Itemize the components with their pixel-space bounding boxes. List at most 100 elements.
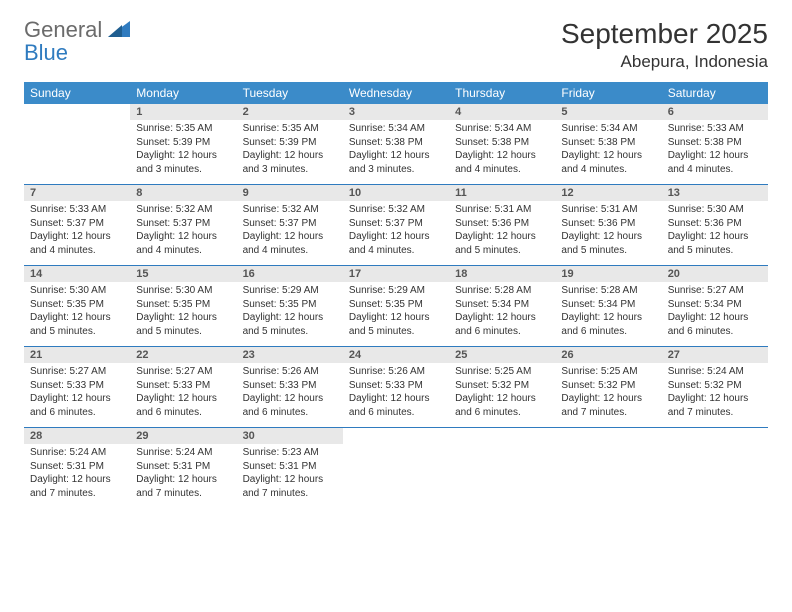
sunset-text: Sunset: 5:38 PM — [349, 136, 443, 150]
logo-text: General Blue — [24, 18, 130, 64]
day-body: Sunrise: 5:30 AMSunset: 5:36 PMDaylight:… — [662, 201, 768, 265]
day-number: 8 — [130, 185, 236, 201]
day-body: Sunrise: 5:24 AMSunset: 5:31 PMDaylight:… — [130, 444, 236, 508]
calendar-cell: 2Sunrise: 5:35 AMSunset: 5:39 PMDaylight… — [237, 104, 343, 185]
calendar-cell: 18Sunrise: 5:28 AMSunset: 5:34 PMDayligh… — [449, 266, 555, 347]
daylight-text: Daylight: 12 hours and 4 minutes. — [561, 149, 655, 176]
calendar-cell: 5Sunrise: 5:34 AMSunset: 5:38 PMDaylight… — [555, 104, 661, 185]
day-number: 19 — [555, 266, 661, 282]
day-body: Sunrise: 5:33 AMSunset: 5:37 PMDaylight:… — [24, 201, 130, 265]
sunset-text: Sunset: 5:39 PM — [243, 136, 337, 150]
sunrise-text: Sunrise: 5:28 AM — [455, 284, 549, 298]
day-body: Sunrise: 5:34 AMSunset: 5:38 PMDaylight:… — [343, 120, 449, 184]
sunrise-text: Sunrise: 5:24 AM — [30, 446, 124, 460]
sunset-text: Sunset: 5:33 PM — [136, 379, 230, 393]
sunrise-text: Sunrise: 5:29 AM — [243, 284, 337, 298]
day-body: Sunrise: 5:32 AMSunset: 5:37 PMDaylight:… — [343, 201, 449, 265]
day-number: 18 — [449, 266, 555, 282]
day-body: Sunrise: 5:31 AMSunset: 5:36 PMDaylight:… — [449, 201, 555, 265]
calendar-cell — [662, 428, 768, 509]
calendar-cell: 23Sunrise: 5:26 AMSunset: 5:33 PMDayligh… — [237, 347, 343, 428]
day-number: 11 — [449, 185, 555, 201]
calendar-cell: 14Sunrise: 5:30 AMSunset: 5:35 PMDayligh… — [24, 266, 130, 347]
day-body: Sunrise: 5:27 AMSunset: 5:33 PMDaylight:… — [24, 363, 130, 427]
sunset-text: Sunset: 5:31 PM — [30, 460, 124, 474]
calendar-cell: 3Sunrise: 5:34 AMSunset: 5:38 PMDaylight… — [343, 104, 449, 185]
sunset-text: Sunset: 5:32 PM — [561, 379, 655, 393]
daylight-text: Daylight: 12 hours and 6 minutes. — [30, 392, 124, 419]
day-number: 30 — [237, 428, 343, 444]
calendar-cell: 13Sunrise: 5:30 AMSunset: 5:36 PMDayligh… — [662, 185, 768, 266]
sunrise-text: Sunrise: 5:33 AM — [30, 203, 124, 217]
day-number: 25 — [449, 347, 555, 363]
sunrise-text: Sunrise: 5:27 AM — [136, 365, 230, 379]
logo-triangle-icon — [108, 19, 130, 37]
weekday-header: Friday — [555, 82, 661, 104]
calendar-week-row: 1Sunrise: 5:35 AMSunset: 5:39 PMDaylight… — [24, 104, 768, 185]
daylight-text: Daylight: 12 hours and 5 minutes. — [136, 311, 230, 338]
day-number: 5 — [555, 104, 661, 120]
sunset-text: Sunset: 5:35 PM — [349, 298, 443, 312]
sunset-text: Sunset: 5:38 PM — [668, 136, 762, 150]
calendar-cell: 12Sunrise: 5:31 AMSunset: 5:36 PMDayligh… — [555, 185, 661, 266]
sunset-text: Sunset: 5:32 PM — [668, 379, 762, 393]
sunset-text: Sunset: 5:38 PM — [561, 136, 655, 150]
sunrise-text: Sunrise: 5:30 AM — [136, 284, 230, 298]
sunset-text: Sunset: 5:36 PM — [668, 217, 762, 231]
sunrise-text: Sunrise: 5:34 AM — [349, 122, 443, 136]
sunset-text: Sunset: 5:37 PM — [30, 217, 124, 231]
sunrise-text: Sunrise: 5:27 AM — [30, 365, 124, 379]
sunset-text: Sunset: 5:32 PM — [455, 379, 549, 393]
calendar-cell: 24Sunrise: 5:26 AMSunset: 5:33 PMDayligh… — [343, 347, 449, 428]
sunrise-text: Sunrise: 5:31 AM — [455, 203, 549, 217]
daylight-text: Daylight: 12 hours and 5 minutes. — [243, 311, 337, 338]
day-number: 2 — [237, 104, 343, 120]
daylight-text: Daylight: 12 hours and 7 minutes. — [136, 473, 230, 500]
sunrise-text: Sunrise: 5:26 AM — [243, 365, 337, 379]
day-number: 13 — [662, 185, 768, 201]
daylight-text: Daylight: 12 hours and 5 minutes. — [668, 230, 762, 257]
daylight-text: Daylight: 12 hours and 4 minutes. — [349, 230, 443, 257]
sunset-text: Sunset: 5:36 PM — [455, 217, 549, 231]
daylight-text: Daylight: 12 hours and 7 minutes. — [243, 473, 337, 500]
calendar-cell: 26Sunrise: 5:25 AMSunset: 5:32 PMDayligh… — [555, 347, 661, 428]
weekday-header-row: Sunday Monday Tuesday Wednesday Thursday… — [24, 82, 768, 104]
calendar-cell — [449, 428, 555, 509]
daylight-text: Daylight: 12 hours and 7 minutes. — [668, 392, 762, 419]
sunset-text: Sunset: 5:34 PM — [561, 298, 655, 312]
weekday-header: Wednesday — [343, 82, 449, 104]
day-body: Sunrise: 5:34 AMSunset: 5:38 PMDaylight:… — [555, 120, 661, 184]
day-body: Sunrise: 5:26 AMSunset: 5:33 PMDaylight:… — [343, 363, 449, 427]
daylight-text: Daylight: 12 hours and 5 minutes. — [30, 311, 124, 338]
day-body: Sunrise: 5:25 AMSunset: 5:32 PMDaylight:… — [555, 363, 661, 427]
sunset-text: Sunset: 5:38 PM — [455, 136, 549, 150]
day-number: 12 — [555, 185, 661, 201]
day-body: Sunrise: 5:26 AMSunset: 5:33 PMDaylight:… — [237, 363, 343, 427]
calendar-week-row: 7Sunrise: 5:33 AMSunset: 5:37 PMDaylight… — [24, 185, 768, 266]
sunrise-text: Sunrise: 5:29 AM — [349, 284, 443, 298]
sunset-text: Sunset: 5:34 PM — [455, 298, 549, 312]
calendar-cell: 6Sunrise: 5:33 AMSunset: 5:38 PMDaylight… — [662, 104, 768, 185]
location-label: Abepura, Indonesia — [561, 52, 768, 72]
daylight-text: Daylight: 12 hours and 7 minutes. — [561, 392, 655, 419]
sunrise-text: Sunrise: 5:24 AM — [136, 446, 230, 460]
calendar-cell — [555, 428, 661, 509]
day-body: Sunrise: 5:29 AMSunset: 5:35 PMDaylight:… — [343, 282, 449, 346]
sunset-text: Sunset: 5:36 PM — [561, 217, 655, 231]
sunset-text: Sunset: 5:37 PM — [136, 217, 230, 231]
daylight-text: Daylight: 12 hours and 5 minutes. — [561, 230, 655, 257]
calendar-cell: 15Sunrise: 5:30 AMSunset: 5:35 PMDayligh… — [130, 266, 236, 347]
weekday-header: Sunday — [24, 82, 130, 104]
calendar-cell: 9Sunrise: 5:32 AMSunset: 5:37 PMDaylight… — [237, 185, 343, 266]
sunrise-text: Sunrise: 5:30 AM — [30, 284, 124, 298]
day-number: 20 — [662, 266, 768, 282]
calendar-cell: 4Sunrise: 5:34 AMSunset: 5:38 PMDaylight… — [449, 104, 555, 185]
daylight-text: Daylight: 12 hours and 4 minutes. — [136, 230, 230, 257]
calendar-cell: 29Sunrise: 5:24 AMSunset: 5:31 PMDayligh… — [130, 428, 236, 509]
day-number: 26 — [555, 347, 661, 363]
day-body: Sunrise: 5:33 AMSunset: 5:38 PMDaylight:… — [662, 120, 768, 184]
calendar-cell: 28Sunrise: 5:24 AMSunset: 5:31 PMDayligh… — [24, 428, 130, 509]
day-number: 22 — [130, 347, 236, 363]
calendar-week-row: 21Sunrise: 5:27 AMSunset: 5:33 PMDayligh… — [24, 347, 768, 428]
sunset-text: Sunset: 5:35 PM — [243, 298, 337, 312]
